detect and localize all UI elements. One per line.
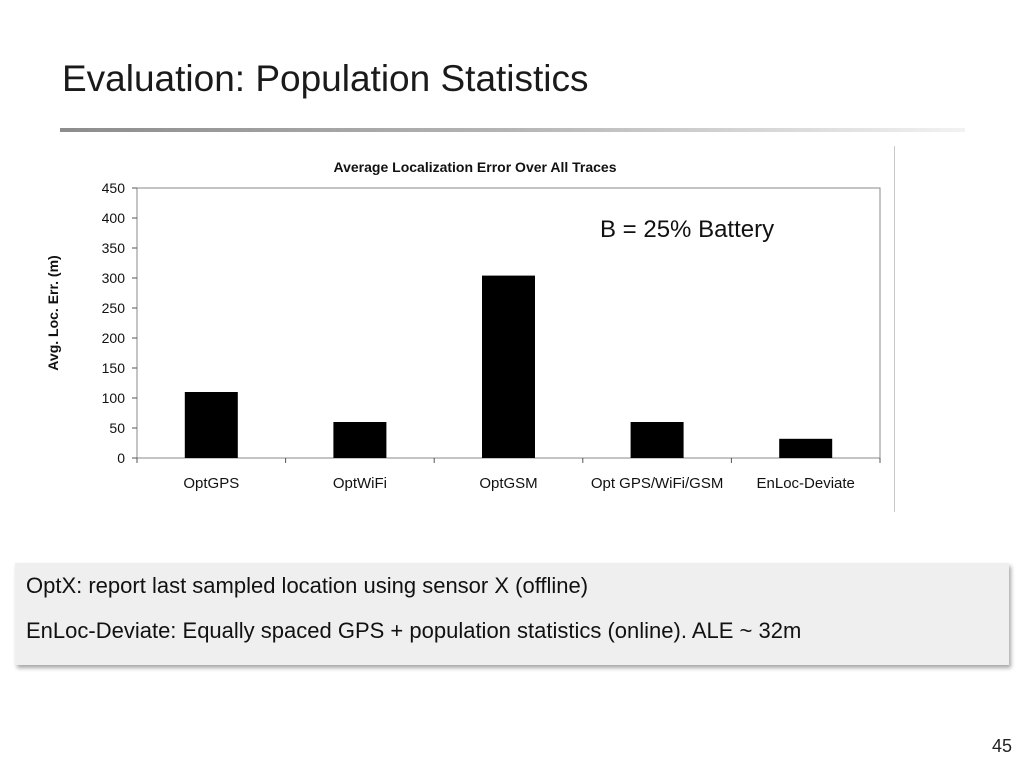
plot-area: 0 50 100 150 200 250 300 350 400 450 OptGPS OptWiFi… (102, 180, 881, 492)
page-number: 45 (991, 736, 1012, 756)
x-tick-label: OptWiFi (333, 475, 387, 492)
x-tick-label: OptGSM (479, 475, 537, 492)
x-tick-label: OptGPS (183, 475, 239, 492)
bar (482, 275, 535, 458)
note-optx: OptX: report last sampled location using… (26, 573, 589, 598)
x-tick-label: Opt GPS/WiFi/GSM (591, 475, 724, 492)
x-tick-label: EnLoc-Deviate (757, 475, 855, 492)
y-tick-label: 100 (102, 390, 126, 406)
chart-border-right (894, 146, 895, 512)
y-tick-label: 250 (102, 300, 126, 316)
bar (779, 438, 833, 458)
y-tick-label: 350 (102, 240, 126, 256)
y-tick-label: 150 (102, 360, 126, 376)
chart-title: Average Localization Error Over All Trac… (334, 159, 617, 175)
title-underline (60, 128, 965, 132)
bar (184, 392, 238, 458)
y-tick-label: 50 (109, 420, 125, 436)
y-tick-label: 300 (102, 270, 126, 286)
bar (333, 422, 387, 458)
y-tick-label: 200 (102, 330, 126, 346)
notes-box: OptX: report last sampled location using… (15, 563, 1009, 665)
y-axis-label: Avg. Loc. Err. (m) (45, 255, 61, 370)
battery-annotation: B = 25% Battery (600, 216, 774, 243)
bar (630, 422, 684, 458)
y-tick-label: 0 (117, 450, 125, 466)
y-tick-label: 400 (102, 210, 126, 226)
note-enloc-deviate: EnLoc-Deviate: Equally spaced GPS + popu… (26, 618, 802, 643)
slide-title: Evaluation: Population Statistics (62, 58, 589, 99)
y-tick-label: 450 (102, 180, 126, 196)
